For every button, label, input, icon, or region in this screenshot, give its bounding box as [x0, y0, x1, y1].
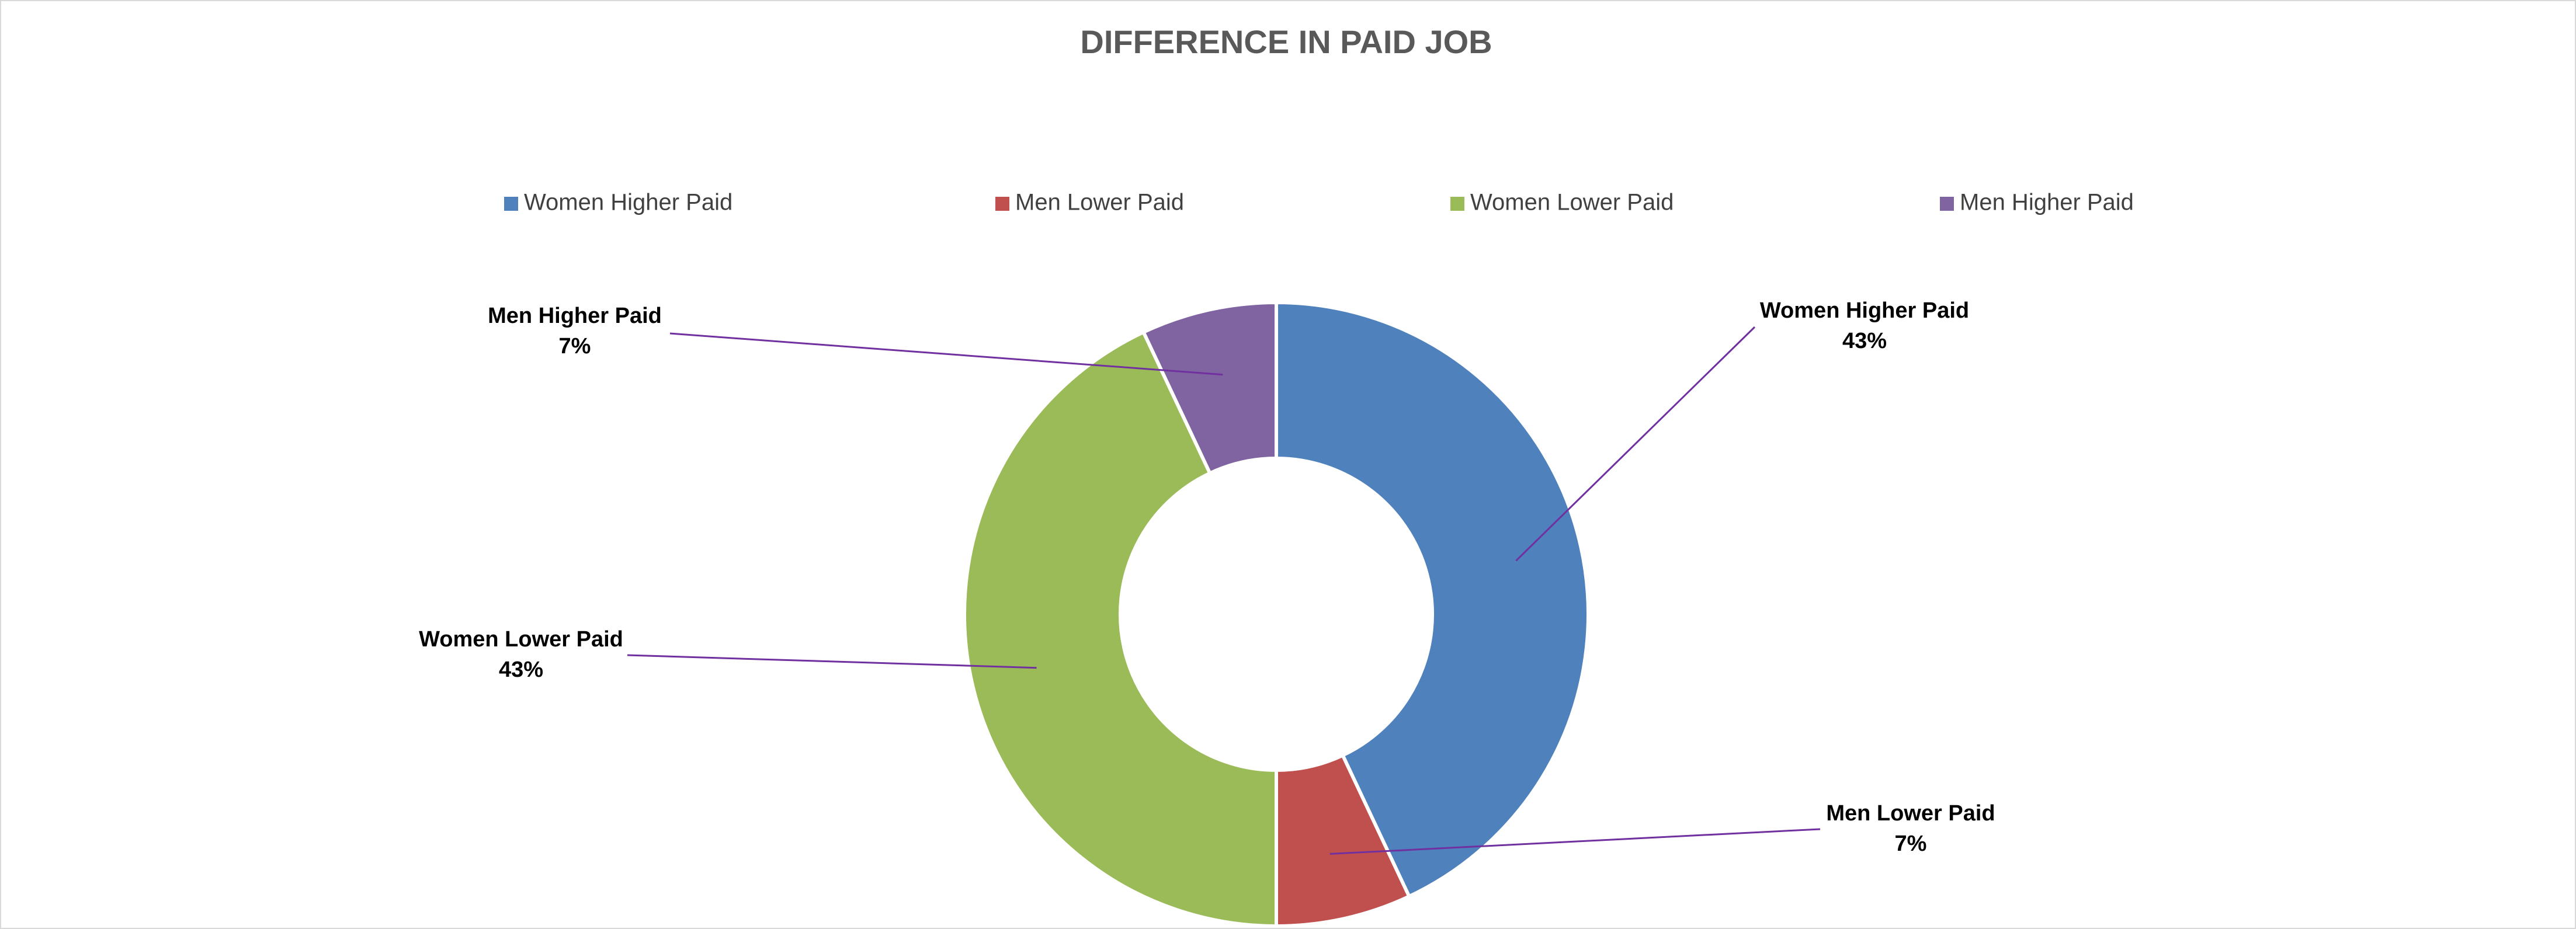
- donut-slice: [1275, 300, 1590, 899]
- legend-swatch: [504, 197, 518, 211]
- data-label-name: Men Lower Paid: [1826, 801, 1995, 826]
- leader-line: [627, 654, 1037, 669]
- legend-swatch: [995, 197, 1009, 211]
- data-label-name: Women Lower Paid: [419, 627, 623, 652]
- data-label-value: 7%: [1895, 831, 1927, 856]
- legend-swatch: [1940, 197, 1954, 211]
- leader-line: [1515, 326, 1756, 562]
- legend-label: Men Higher Paid: [1960, 190, 2134, 215]
- legend-label: Women Higher Paid: [524, 190, 732, 215]
- legend-swatch: [1450, 197, 1464, 211]
- legend-label: Men Lower Paid: [1015, 190, 1184, 215]
- data-label-name: Men Higher Paid: [488, 304, 662, 328]
- data-label-name: Women Higher Paid: [1760, 298, 1969, 323]
- legend-label: Women Lower Paid: [1470, 190, 1674, 215]
- leader-line: [1329, 828, 1821, 855]
- data-label-value: 43%: [1842, 329, 1887, 353]
- data-label-value: 7%: [559, 334, 591, 359]
- donut-slice: [963, 329, 1278, 928]
- data-label-value: 43%: [499, 657, 543, 682]
- donut-slice: [1141, 300, 1278, 476]
- leader-line: [669, 332, 1223, 376]
- chart-title: DIFFERENCE IN PAID JOB: [1080, 23, 1492, 60]
